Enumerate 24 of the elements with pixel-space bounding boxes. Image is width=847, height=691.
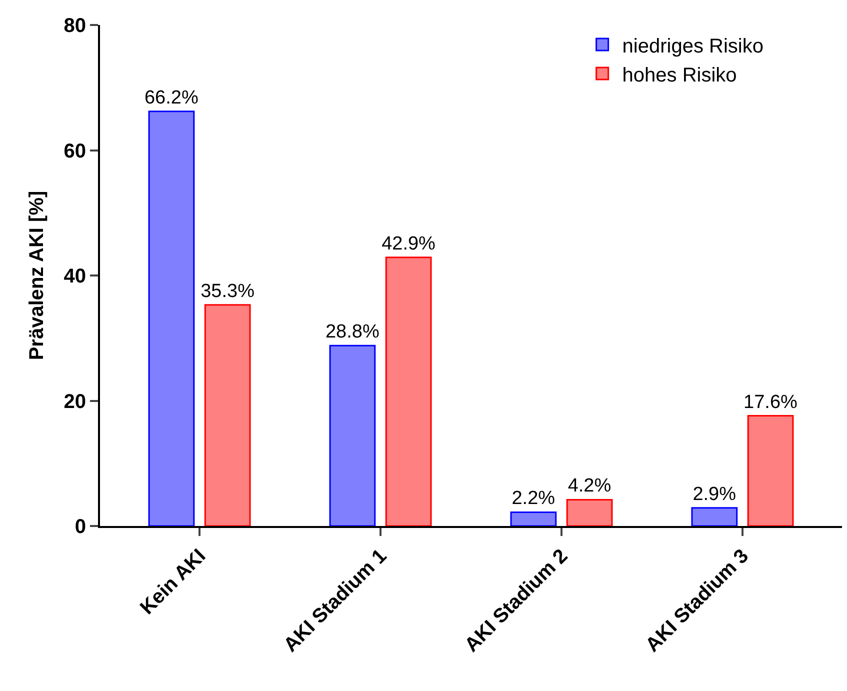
y-tick-label: 40 [64,266,86,288]
bar [691,507,738,526]
data-label: 28.8% [325,322,380,343]
bar [329,344,376,526]
bar [566,498,613,526]
data-label: 2.2% [512,488,556,510]
data-label: 4.2% [568,476,612,497]
y-axis-title: Prävalenz AKI [%] [26,190,48,360]
data-label: 66.2% [144,87,198,108]
data-label: 42.9% [382,233,436,254]
y-tick-label: 0 [74,516,86,538]
bar [385,256,432,526]
legend-label: hohes Risiko [622,64,737,86]
y-tick-label: 60 [64,140,86,162]
bar [510,511,557,526]
data-label: 2.9% [692,484,736,505]
bar [747,415,794,526]
y-tick-label: 20 [64,390,86,413]
bar [148,110,195,526]
bar [204,304,251,526]
data-label: 35.3% [200,280,255,302]
data-label: 17.6% [744,392,798,413]
y-tick-label: 80 [64,15,86,37]
legend-label: niedriges Risiko [622,35,764,58]
